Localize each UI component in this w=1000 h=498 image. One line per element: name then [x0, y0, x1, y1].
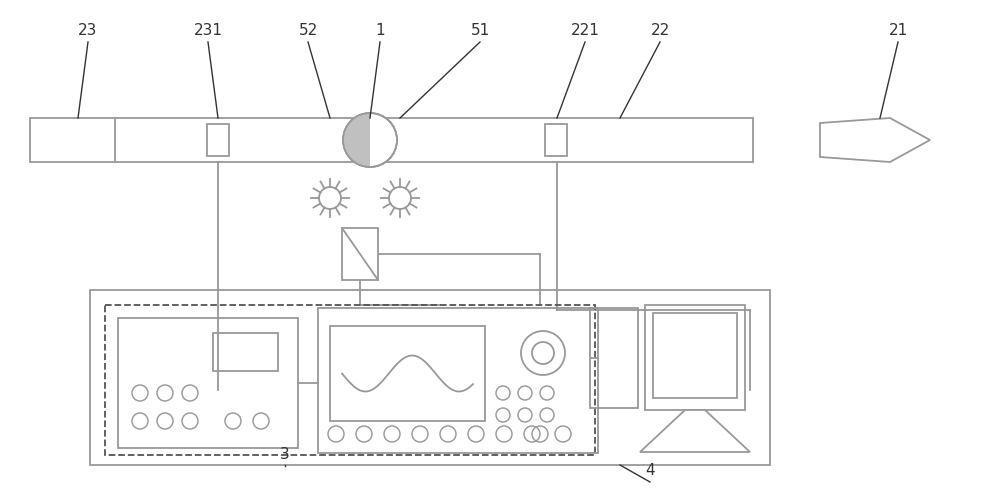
- Circle shape: [389, 187, 411, 209]
- Wedge shape: [343, 113, 370, 167]
- Text: 1: 1: [375, 23, 385, 38]
- Text: 231: 231: [194, 23, 222, 38]
- Text: 52: 52: [298, 23, 318, 38]
- Bar: [653, 313, 737, 398]
- Bar: [590, 308, 638, 408]
- Text: 3: 3: [280, 447, 290, 462]
- Text: 23: 23: [78, 23, 98, 38]
- Bar: [207, 124, 229, 156]
- Bar: [213, 333, 278, 371]
- Bar: [330, 326, 485, 421]
- Text: 21: 21: [888, 23, 908, 38]
- Polygon shape: [820, 118, 930, 162]
- Bar: [90, 290, 770, 465]
- Bar: [645, 305, 745, 410]
- Circle shape: [343, 113, 397, 167]
- Polygon shape: [640, 410, 750, 452]
- Bar: [545, 124, 567, 156]
- Circle shape: [319, 187, 341, 209]
- Text: 4: 4: [645, 463, 655, 478]
- Text: 51: 51: [470, 23, 490, 38]
- Bar: [118, 318, 298, 448]
- Bar: [30, 118, 753, 162]
- Bar: [342, 228, 378, 280]
- Text: 22: 22: [650, 23, 670, 38]
- Bar: [318, 308, 598, 453]
- Bar: [105, 305, 595, 455]
- Text: 221: 221: [571, 23, 599, 38]
